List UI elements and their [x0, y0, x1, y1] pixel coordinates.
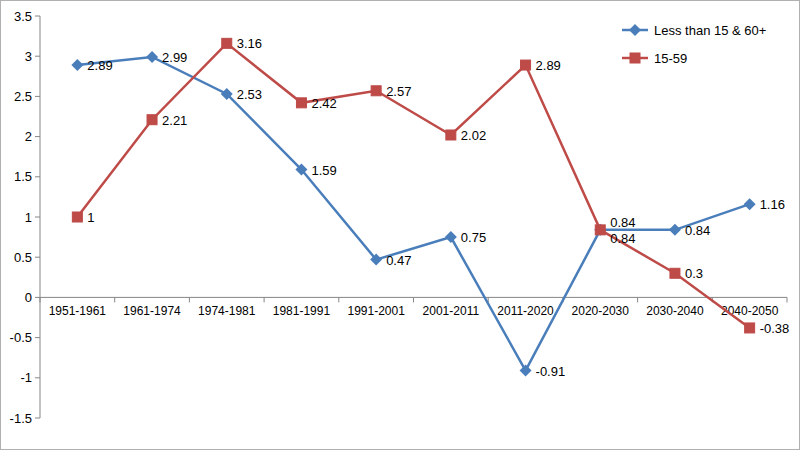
- x-tick: [40, 297, 41, 302]
- y-tick: [35, 337, 40, 338]
- y-tick-label: 1: [25, 210, 32, 225]
- data-label: 0.3: [685, 266, 703, 281]
- series-line: [77, 43, 749, 328]
- data-label: 2.57: [386, 84, 411, 99]
- y-tick-label: 3: [25, 49, 32, 64]
- y-tick: [35, 16, 40, 17]
- data-label: 0.84: [685, 223, 710, 238]
- x-tick-label: 2030-2040: [646, 304, 704, 318]
- marker: [71, 59, 83, 71]
- data-label: -0.91: [536, 364, 566, 379]
- y-tick: [35, 217, 40, 218]
- x-tick: [189, 297, 190, 302]
- data-label: 2.02: [461, 128, 486, 143]
- marker: [72, 212, 82, 222]
- y-tick: [35, 176, 40, 177]
- data-label: 2.21: [162, 113, 187, 128]
- y-tick: [35, 418, 40, 419]
- marker: [446, 130, 456, 140]
- data-label: 0.47: [386, 253, 411, 268]
- x-tick-label: 2040-2050: [721, 304, 779, 318]
- x-tick-label: 1951-1961: [49, 304, 107, 318]
- data-label: 2.42: [311, 96, 336, 111]
- marker: [147, 115, 157, 125]
- y-tick-label: 0: [25, 290, 32, 305]
- data-label: 2.89: [87, 58, 112, 73]
- marker: [594, 224, 606, 236]
- marker: [595, 225, 605, 235]
- data-label: 2.53: [237, 87, 262, 102]
- legend-marker: [630, 53, 640, 63]
- marker: [296, 98, 306, 108]
- y-tick-label: -1: [20, 370, 32, 385]
- marker: [521, 60, 531, 70]
- marker: [146, 51, 158, 63]
- data-label: 0.75: [461, 230, 486, 245]
- x-tick: [114, 297, 115, 302]
- y-tick-label: 1.5: [14, 169, 32, 184]
- chart-border: [1, 1, 800, 450]
- data-label: 2.89: [536, 58, 561, 73]
- marker: [222, 38, 232, 48]
- marker: [295, 164, 307, 176]
- data-label: 0.84: [610, 215, 635, 230]
- y-tick: [35, 56, 40, 57]
- x-tick: [413, 297, 414, 302]
- data-label: 3.16: [237, 36, 262, 51]
- series-line: [77, 57, 749, 371]
- chart: -1.5-1-0.500.511.522.533.51951-19611961-…: [0, 0, 800, 450]
- y-tick-label: 0.5: [14, 250, 32, 265]
- legend-label: 15-59: [654, 51, 687, 66]
- y-tick: [35, 96, 40, 97]
- x-tick-label: 1961-1974: [123, 304, 181, 318]
- y-tick: [35, 377, 40, 378]
- marker: [744, 198, 756, 210]
- y-tick-label: 3.5: [14, 9, 32, 24]
- marker: [445, 231, 457, 243]
- y-tick: [35, 136, 40, 137]
- data-label: 0.84: [610, 231, 635, 246]
- y-tick: [35, 297, 40, 298]
- marker: [520, 365, 532, 377]
- data-label: 1.16: [760, 197, 785, 212]
- data-label: 1.59: [311, 163, 336, 178]
- marker: [670, 268, 680, 278]
- y-tick-label: 2.5: [14, 89, 32, 104]
- x-tick: [787, 297, 788, 302]
- marker: [371, 86, 381, 96]
- marker: [745, 323, 755, 333]
- legend: Less than 15 & 60+ 15-59: [622, 23, 766, 66]
- y-tick: [35, 257, 40, 258]
- x-tick-label: 1974-1981: [198, 304, 256, 318]
- x-tick-label: 2011-2020: [497, 304, 554, 318]
- data-label: 2.99: [162, 50, 187, 65]
- y-tick-label: -0.5: [10, 330, 32, 345]
- x-tick-label: 1991-2001: [347, 304, 405, 318]
- marker: [370, 254, 382, 266]
- x-tick: [338, 297, 339, 302]
- x-tick: [264, 297, 265, 302]
- marker: [669, 224, 681, 236]
- plot-area: [71, 38, 755, 376]
- marker: [221, 88, 233, 100]
- x-tick-label: 2001-2011: [423, 304, 480, 318]
- x-tick-label: 2020-2030: [572, 304, 630, 318]
- x-tick-label: 1981-1991: [273, 304, 331, 318]
- legend-label: Less than 15 & 60+: [654, 23, 766, 38]
- data-labels: 2.892.992.531.590.470.75-0.910.840.841.1…: [87, 36, 789, 378]
- data-label: -0.38: [760, 321, 790, 336]
- data-label: 1: [87, 210, 94, 225]
- y-tick-label: -1.5: [10, 411, 32, 426]
- y-tick-label: 2: [25, 129, 32, 144]
- x-tick: [637, 297, 638, 302]
- legend-marker: [629, 24, 641, 36]
